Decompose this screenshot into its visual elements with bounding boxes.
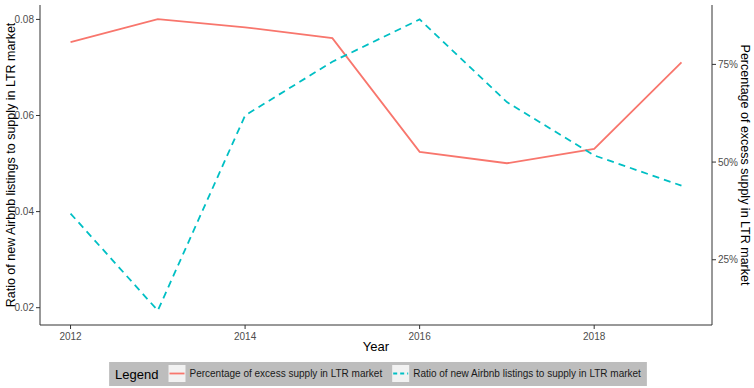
y-tick — [36, 307, 40, 308]
x-tick — [70, 325, 71, 329]
y2-tick-label: 50% — [718, 157, 738, 168]
y2-tick — [712, 162, 716, 163]
x-axis-title: Year — [363, 339, 390, 354]
y-axis-line — [40, 5, 41, 325]
x-axis-line — [40, 325, 712, 326]
legend-label: Ratio of new Airbnb listings to supply i… — [413, 368, 641, 379]
legend-label: Percentage of excess supply in LTR marke… — [190, 368, 383, 379]
y2-tick — [712, 64, 716, 65]
x-tick-label: 2012 — [59, 331, 82, 342]
y2-tick — [712, 259, 716, 260]
x-tick — [594, 325, 595, 329]
y2-axis-title: Percentage of excess supply in LTR marke… — [738, 45, 752, 286]
y2-axis-line — [712, 5, 713, 325]
y-tick — [36, 211, 40, 212]
legend-key-bg — [392, 365, 409, 382]
x-tick-label: 2014 — [234, 331, 257, 342]
plot-lines — [71, 19, 682, 311]
series-line — [71, 19, 682, 310]
x-tick-label: 2016 — [409, 331, 432, 342]
y2-tick-label: 75% — [718, 59, 738, 70]
legend-key — [393, 373, 408, 375]
x-tick-label: 2018 — [583, 331, 606, 342]
y-axis-title: Ratio of new Airbnb listings to supply i… — [4, 22, 18, 307]
legend: Legend Percentage of excess supply in LTR… — [109, 362, 647, 386]
y-tick — [36, 115, 40, 116]
x-tick — [245, 325, 246, 329]
legend-key-bg — [169, 365, 186, 382]
y2-tick-label: 25% — [718, 254, 738, 265]
y-tick — [36, 19, 40, 20]
legend-key — [170, 373, 185, 375]
legend-title: Legend — [115, 367, 158, 382]
x-tick — [419, 325, 420, 329]
legend-box — [109, 362, 647, 386]
